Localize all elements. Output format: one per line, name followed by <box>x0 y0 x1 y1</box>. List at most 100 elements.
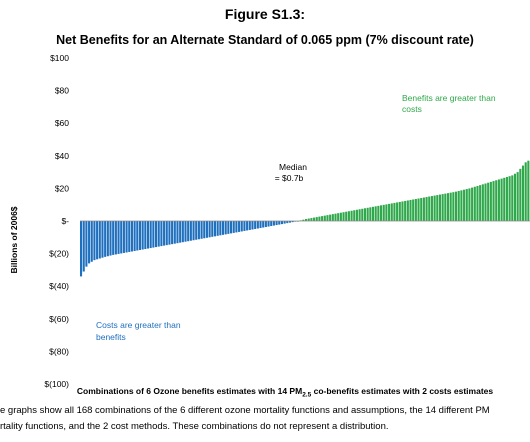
bar-positive <box>388 203 391 221</box>
bar-negative <box>235 221 238 233</box>
bar-negative <box>104 221 107 257</box>
bar-negative <box>195 221 198 240</box>
bar-negative <box>109 221 112 256</box>
bar-negative <box>211 221 214 237</box>
bar-negative <box>128 221 131 252</box>
bar-negative <box>254 221 257 229</box>
bar-negative <box>224 221 227 235</box>
bar-positive <box>420 198 423 221</box>
bar-negative <box>259 221 262 229</box>
bar-positive <box>438 194 442 221</box>
bar-negative <box>82 221 85 272</box>
bar-negative <box>262 221 265 228</box>
bar-positive <box>433 195 436 221</box>
bar-positive <box>516 172 519 221</box>
bar-negative <box>157 221 160 247</box>
bar-negative <box>238 221 241 232</box>
bar-positive <box>329 214 332 221</box>
bar-negative <box>165 221 168 246</box>
bar-negative <box>155 221 158 248</box>
bar-negative <box>248 221 251 230</box>
bar-positive <box>473 186 476 221</box>
bar-positive <box>342 212 345 221</box>
bar-positive <box>323 215 326 221</box>
bar-positive <box>444 193 447 221</box>
bar-positive <box>315 217 318 221</box>
costs-annotation-line1: Costs are greater than <box>96 320 181 330</box>
bar-positive <box>401 201 404 221</box>
bar-positive <box>497 179 500 221</box>
bar-negative <box>146 221 150 249</box>
bar-negative <box>240 221 243 232</box>
y-tick-label: $(100) <box>44 379 69 389</box>
bar-positive <box>377 205 380 221</box>
bar-negative <box>216 221 219 236</box>
bar-positive <box>326 215 329 221</box>
bar-positive <box>385 204 388 221</box>
bar-negative <box>173 221 176 244</box>
bar-positive <box>495 180 498 221</box>
bar-positive <box>511 175 514 221</box>
bar-positive <box>527 160 530 221</box>
bar-positive <box>393 202 396 221</box>
bar-positive <box>460 190 463 221</box>
bar-positive <box>409 199 412 221</box>
bar-positive <box>492 181 495 221</box>
bar-positive <box>436 195 439 221</box>
bar-negative <box>98 221 101 259</box>
bar-negative <box>243 221 246 231</box>
bar-negative <box>130 221 133 252</box>
bar-negative <box>230 221 233 234</box>
bar-positive <box>307 218 310 221</box>
bar-positive <box>371 206 375 221</box>
bar-negative <box>267 221 270 227</box>
bar-positive <box>331 214 334 221</box>
bar-positive <box>361 208 364 221</box>
bar-negative <box>120 221 123 254</box>
y-tick-label: $20 <box>55 183 69 193</box>
bar-negative <box>283 221 286 224</box>
bar-series <box>80 160 530 277</box>
bar-negative <box>219 221 222 236</box>
bar-positive <box>374 206 377 221</box>
y-tick-label: $80 <box>55 86 69 96</box>
bar-positive <box>503 177 506 221</box>
benefits-annotation-line2: costs <box>402 104 422 114</box>
bar-negative <box>88 221 91 264</box>
bar-negative <box>291 221 294 223</box>
bar-negative <box>286 221 289 224</box>
bar-negative <box>251 221 254 230</box>
bar-negative <box>106 221 109 257</box>
bar-negative <box>114 221 117 255</box>
bar-positive <box>422 197 425 221</box>
bar-negative <box>160 221 163 247</box>
bar-positive <box>446 193 450 221</box>
bar-negative <box>138 221 142 251</box>
bar-negative <box>141 221 144 250</box>
bar-positive <box>404 200 407 221</box>
bar-positive <box>479 185 482 221</box>
bar-positive <box>452 192 455 221</box>
bar-positive <box>449 192 452 221</box>
bar-positive <box>358 209 361 221</box>
median-annotation-line2: = $0.7b <box>275 173 304 183</box>
bar-positive <box>505 176 508 221</box>
bar-negative <box>112 221 115 255</box>
bar-positive <box>455 191 458 221</box>
caption-line-1: e graphs show all 168 combinations of th… <box>0 405 490 416</box>
bar-positive <box>476 185 479 221</box>
bar-positive <box>417 198 420 221</box>
x-axis-label-main: Combinations of 6 Ozone benefits estimat… <box>76 386 303 396</box>
bar-positive <box>350 210 353 221</box>
bar-positive <box>500 178 503 221</box>
bar-negative <box>192 221 195 241</box>
bar-negative <box>96 221 99 260</box>
bar-negative <box>200 221 203 239</box>
bar-positive <box>355 209 358 221</box>
bar-negative <box>149 221 152 249</box>
y-axis-label: Billions of 2006$ <box>9 206 19 273</box>
bar-negative <box>272 221 275 226</box>
bar-positive <box>487 182 490 221</box>
bar-positive <box>363 208 367 221</box>
bar-negative <box>288 221 292 223</box>
